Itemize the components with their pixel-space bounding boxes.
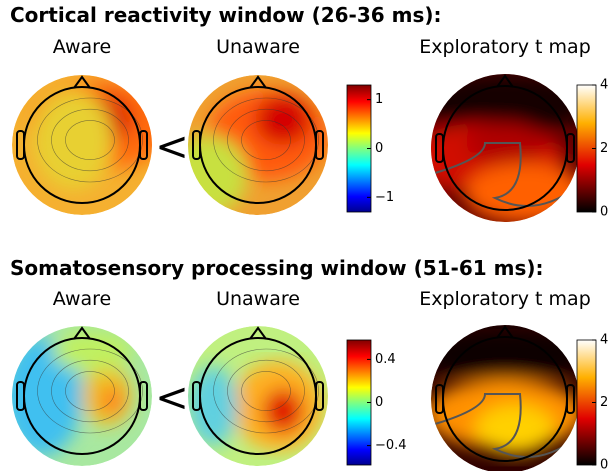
contour — [213, 97, 319, 183]
significance-contour — [434, 142, 576, 207]
colorbar-tick-label: 2 — [600, 141, 608, 156]
contour — [213, 348, 319, 434]
nose — [496, 325, 514, 339]
contour — [51, 108, 129, 172]
colorbar-tick-label: 0 — [600, 458, 608, 471]
contour — [227, 108, 305, 172]
contour — [241, 371, 291, 411]
ear — [16, 381, 25, 411]
contour — [37, 348, 143, 434]
section-title: Cortical reactivity window (26-36 ms): — [10, 3, 442, 27]
ear — [139, 381, 148, 411]
map-label: Aware — [53, 36, 112, 58]
colorbar-tick-label: 0 — [375, 395, 383, 410]
map-label: Exploratory t map — [419, 288, 591, 310]
contour — [65, 120, 115, 160]
topomap-blobs — [431, 329, 579, 454]
comparator: < — [155, 124, 189, 170]
map-label: Exploratory t map — [419, 36, 591, 58]
colorbar-tick-label: 4 — [600, 333, 608, 348]
ear — [139, 130, 148, 160]
topomap-blob — [475, 404, 555, 454]
topomap-blob — [255, 95, 311, 145]
nose — [249, 75, 267, 89]
map-label: Aware — [53, 288, 112, 310]
nose — [249, 326, 267, 340]
contour — [227, 359, 305, 423]
colorbar-tick-label: 2 — [600, 395, 608, 410]
comparator: < — [155, 375, 189, 421]
ear — [435, 133, 444, 163]
colorbar-tick-label: 4 — [600, 78, 608, 93]
ear — [315, 381, 324, 411]
colorbar-tick-label: 0.4 — [375, 352, 396, 367]
colorbar-tick-label: 0 — [600, 205, 608, 220]
nose — [73, 326, 91, 340]
ear — [192, 130, 201, 160]
topomap-blobs — [188, 361, 323, 451]
colorbar-tick-label: −1 — [375, 190, 394, 205]
nose — [496, 74, 514, 88]
topomap-blob — [33, 90, 113, 190]
ear — [435, 384, 444, 414]
colorbar-tick-label: 0 — [375, 141, 383, 156]
topomap-blob — [465, 163, 579, 222]
topomap-blob — [100, 387, 124, 415]
nose — [73, 75, 91, 89]
topomap — [188, 326, 328, 466]
topomap-blob — [52, 331, 132, 371]
ear — [16, 130, 25, 160]
colorbar-tick-label: −0.4 — [375, 438, 407, 453]
contour — [37, 97, 143, 183]
topomap-blob — [263, 389, 303, 433]
topomap-blob — [12, 336, 82, 456]
map-label: Unaware — [216, 288, 300, 310]
topomap — [12, 75, 152, 215]
ear — [192, 381, 201, 411]
contour — [65, 371, 115, 411]
ear — [315, 130, 324, 160]
colorbar-tick-label: 1 — [375, 92, 383, 107]
contour — [51, 359, 129, 423]
topomap — [431, 325, 579, 471]
ear — [566, 384, 575, 414]
section-title: Somatosensory processing window (51-61 m… — [10, 256, 544, 280]
topomap-blob — [431, 329, 579, 379]
ear — [566, 133, 575, 163]
topomap — [431, 74, 579, 222]
topomap — [12, 326, 152, 466]
contour — [241, 120, 291, 160]
significance-contour — [434, 393, 576, 458]
map-label: Unaware — [216, 36, 300, 58]
